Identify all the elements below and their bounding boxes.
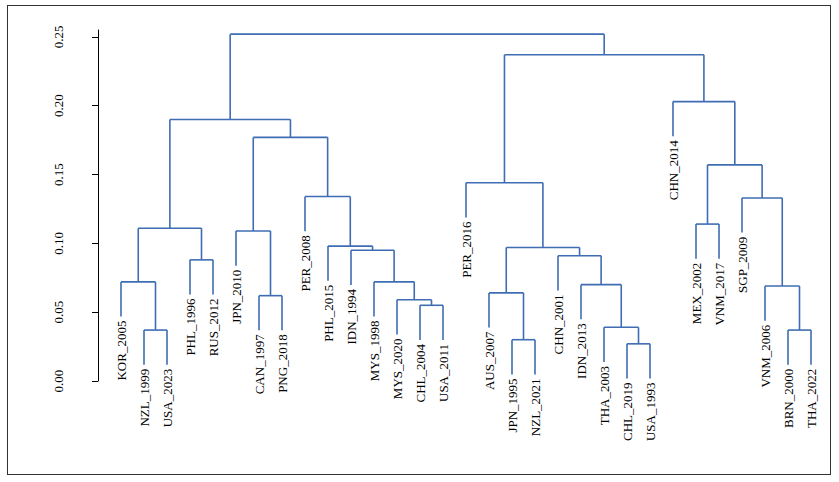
- svg-text:THA_2022: THA_2022: [804, 369, 819, 428]
- svg-text:0.05: 0.05: [51, 301, 66, 324]
- svg-text:CAN_1997: CAN_1997: [252, 334, 267, 394]
- svg-text:0.15: 0.15: [51, 163, 66, 186]
- svg-text:0.00: 0.00: [51, 370, 66, 393]
- svg-text:0.20: 0.20: [51, 94, 66, 117]
- svg-text:CHN_2001: CHN_2001: [551, 294, 566, 354]
- svg-text:USA_2011: USA_2011: [436, 344, 451, 402]
- svg-text:NZL_1999: NZL_1999: [137, 369, 152, 427]
- svg-text:RUS_2012: RUS_2012: [206, 299, 221, 357]
- svg-text:VNM_2006: VNM_2006: [758, 324, 773, 387]
- svg-text:IDN_1994: IDN_1994: [344, 288, 359, 344]
- svg-text:IDN_2013: IDN_2013: [574, 323, 589, 379]
- svg-text:PER_2008: PER_2008: [298, 235, 313, 291]
- svg-text:NZL_2021: NZL_2021: [528, 378, 543, 436]
- svg-text:PHL_1996: PHL_1996: [183, 298, 198, 356]
- svg-text:MEX_2002: MEX_2002: [689, 263, 704, 324]
- svg-text:0.10: 0.10: [51, 232, 66, 255]
- svg-text:PER_2016: PER_2016: [459, 221, 474, 278]
- svg-text:CHL_2004: CHL_2004: [413, 343, 428, 402]
- svg-text:MYS_2020: MYS_2020: [390, 338, 405, 399]
- svg-text:BRN_2000: BRN_2000: [781, 369, 796, 428]
- svg-text:CHN_2014: CHN_2014: [666, 140, 681, 200]
- svg-text:THA_2003: THA_2003: [597, 366, 612, 425]
- svg-text:PHL_2015: PHL_2015: [321, 285, 336, 342]
- svg-text:JPN_2010: JPN_2010: [229, 270, 244, 324]
- svg-text:SGP_2009: SGP_2009: [735, 237, 750, 293]
- svg-text:PNG_2018: PNG_2018: [275, 334, 290, 393]
- svg-text:KOR_2005: KOR_2005: [114, 321, 129, 381]
- svg-text:CHL_2019: CHL_2019: [620, 383, 635, 442]
- svg-text:MYS_1998: MYS_1998: [367, 321, 382, 382]
- svg-text:VNM_2017: VNM_2017: [712, 262, 727, 325]
- svg-text:0.25: 0.25: [51, 26, 66, 49]
- svg-text:USA_2023: USA_2023: [160, 369, 175, 428]
- svg-text:AUS_2007: AUS_2007: [482, 331, 497, 390]
- svg-text:JPN_1995: JPN_1995: [505, 378, 520, 432]
- svg-text:USA_1993: USA_1993: [643, 383, 658, 442]
